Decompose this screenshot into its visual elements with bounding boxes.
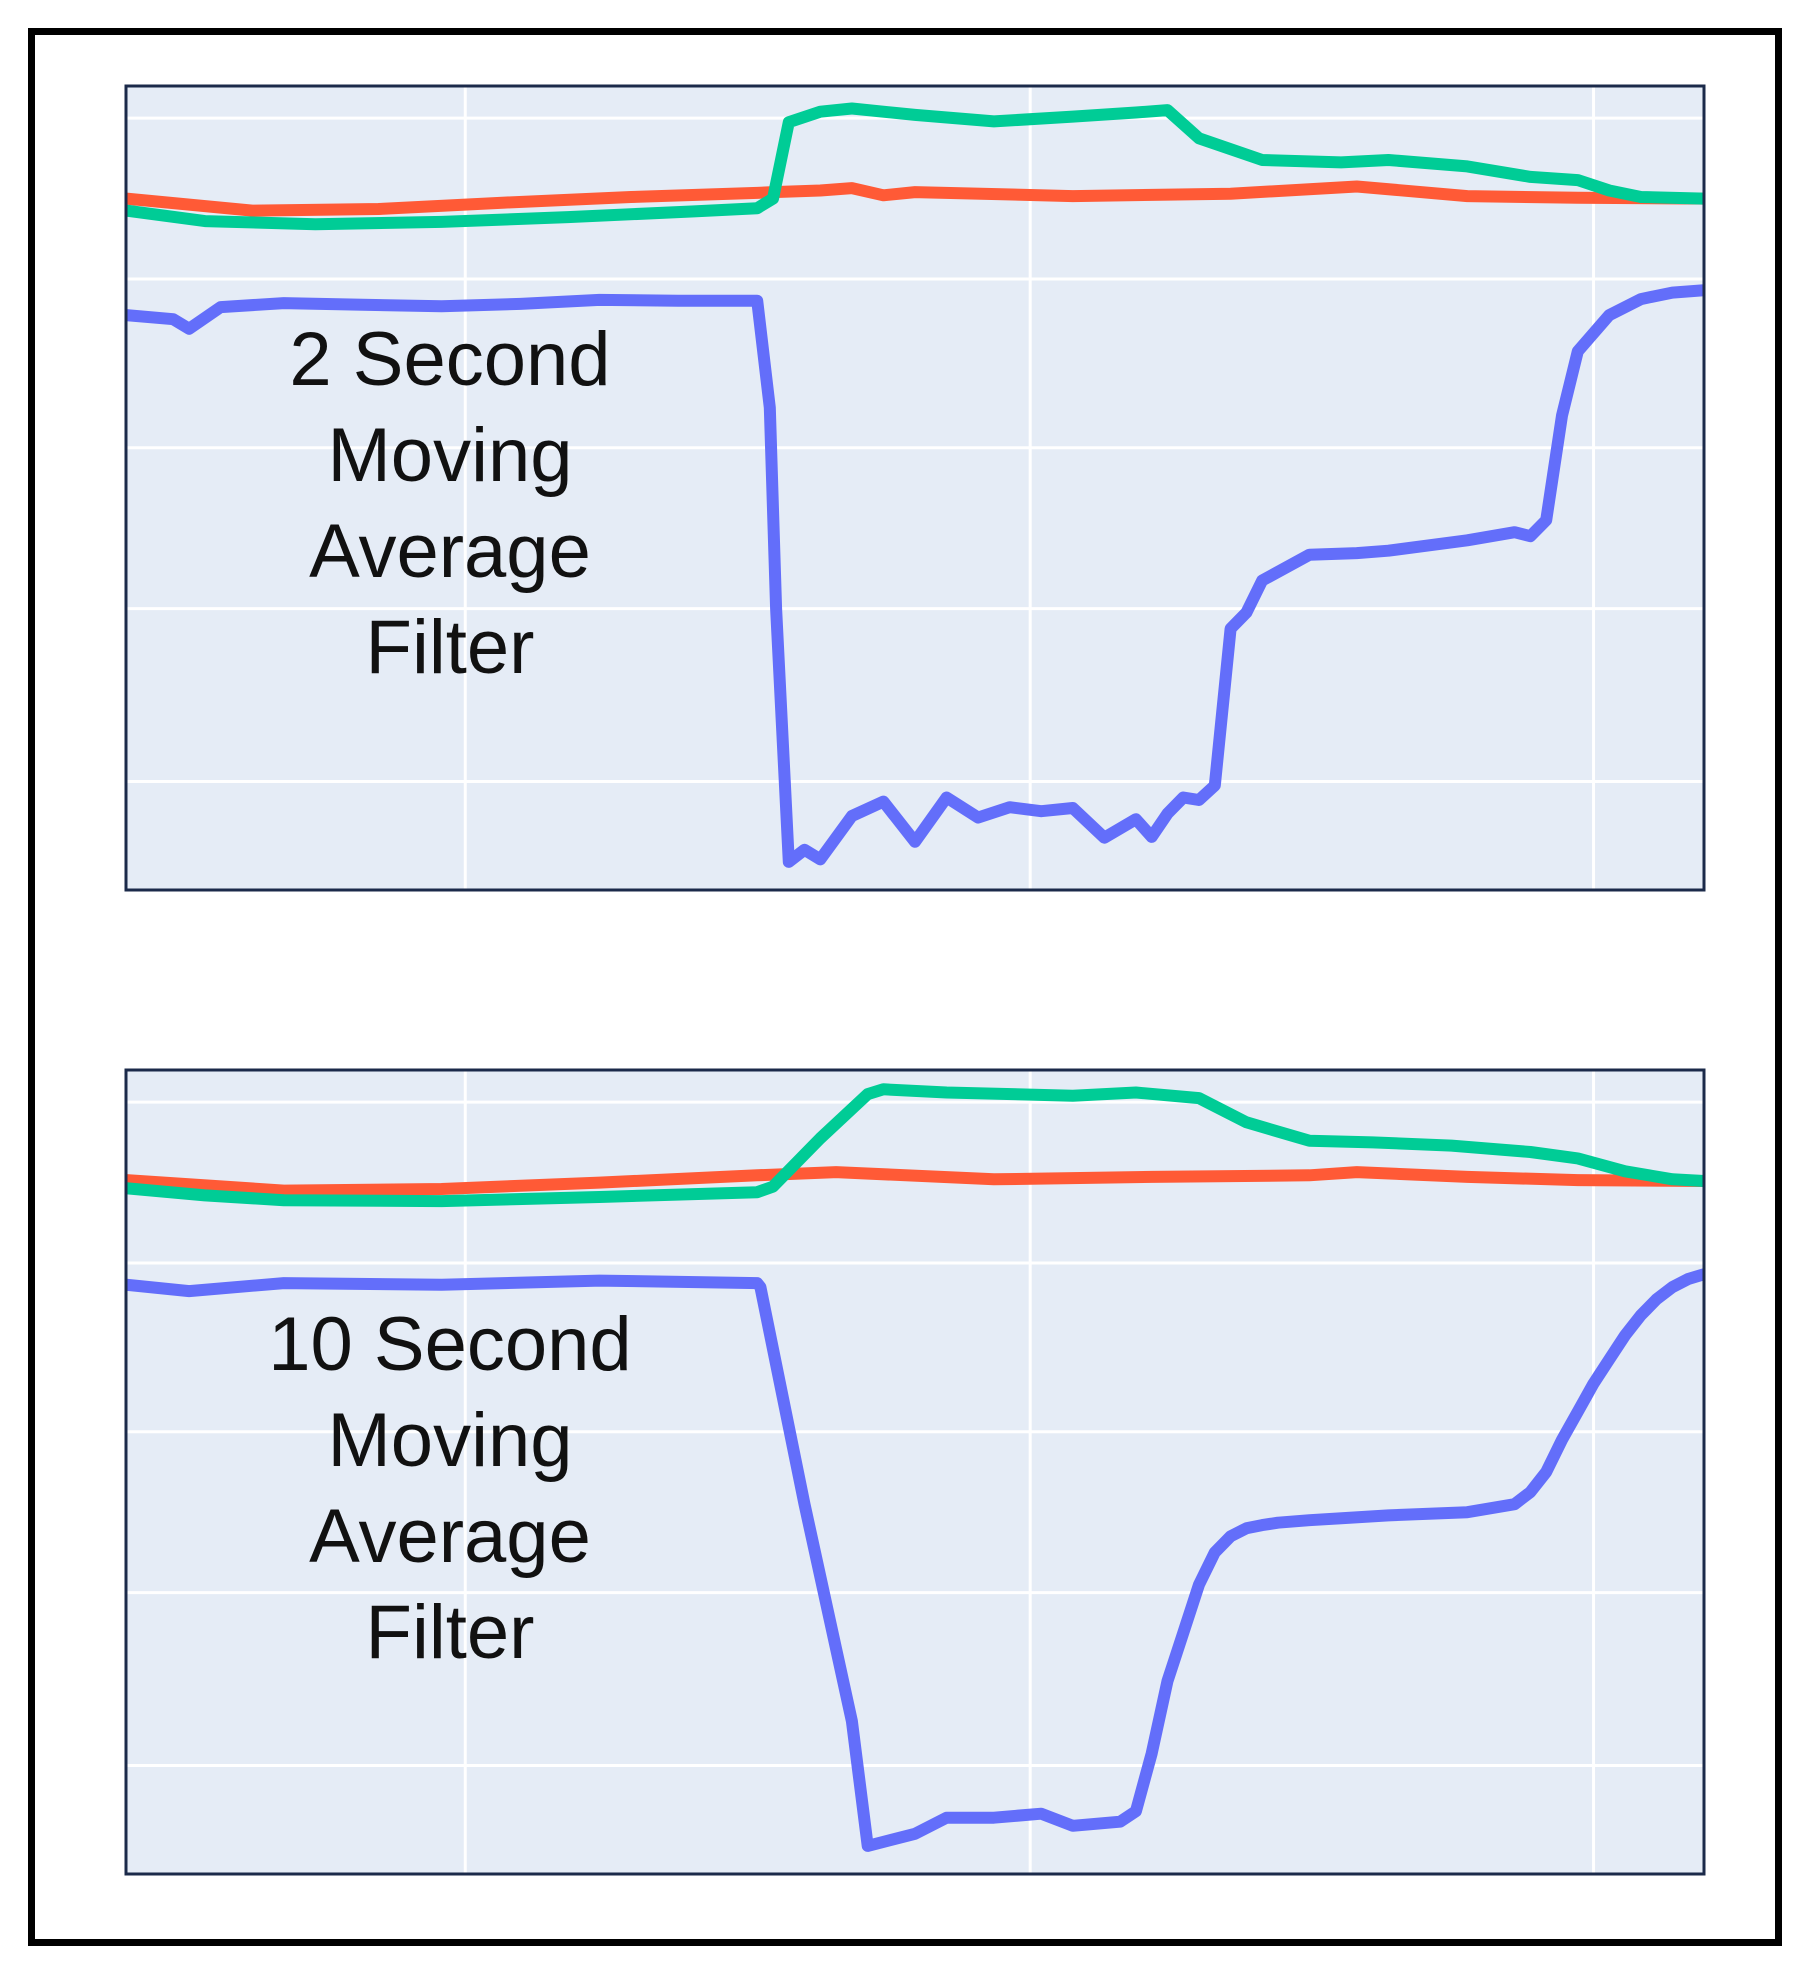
series-line-0 [126, 180, 1704, 217]
annotation-line: Filter [366, 605, 535, 690]
plot-border [124, 1068, 1706, 1876]
series-line-1 [126, 1083, 1704, 1208]
annotation-line: Moving [328, 413, 573, 498]
annotation-line: Average [309, 509, 591, 594]
annotation-line: 10 Second [268, 1302, 631, 1387]
panel-annotation: 10 Second Moving Average Filter [268, 1302, 631, 1675]
annotation-line: 2 Second [289, 317, 610, 402]
chart-panel-10-second: 10 Second Moving Average Filter [124, 1068, 1706, 1876]
series-line-2 [126, 1268, 1704, 1852]
annotation-line: Filter [366, 1590, 535, 1675]
chart-panel-2-second: 2 Second Moving Average Filter [124, 84, 1706, 892]
annotation-line: Average [309, 1494, 591, 1579]
series-line-2 [126, 284, 1704, 868]
panel-annotation: 2 Second Moving Average Filter [289, 317, 610, 690]
annotation-line: Moving [328, 1398, 573, 1483]
plot-border [124, 84, 1706, 892]
series-line-1 [126, 102, 1704, 231]
series-line-0 [126, 1166, 1704, 1197]
